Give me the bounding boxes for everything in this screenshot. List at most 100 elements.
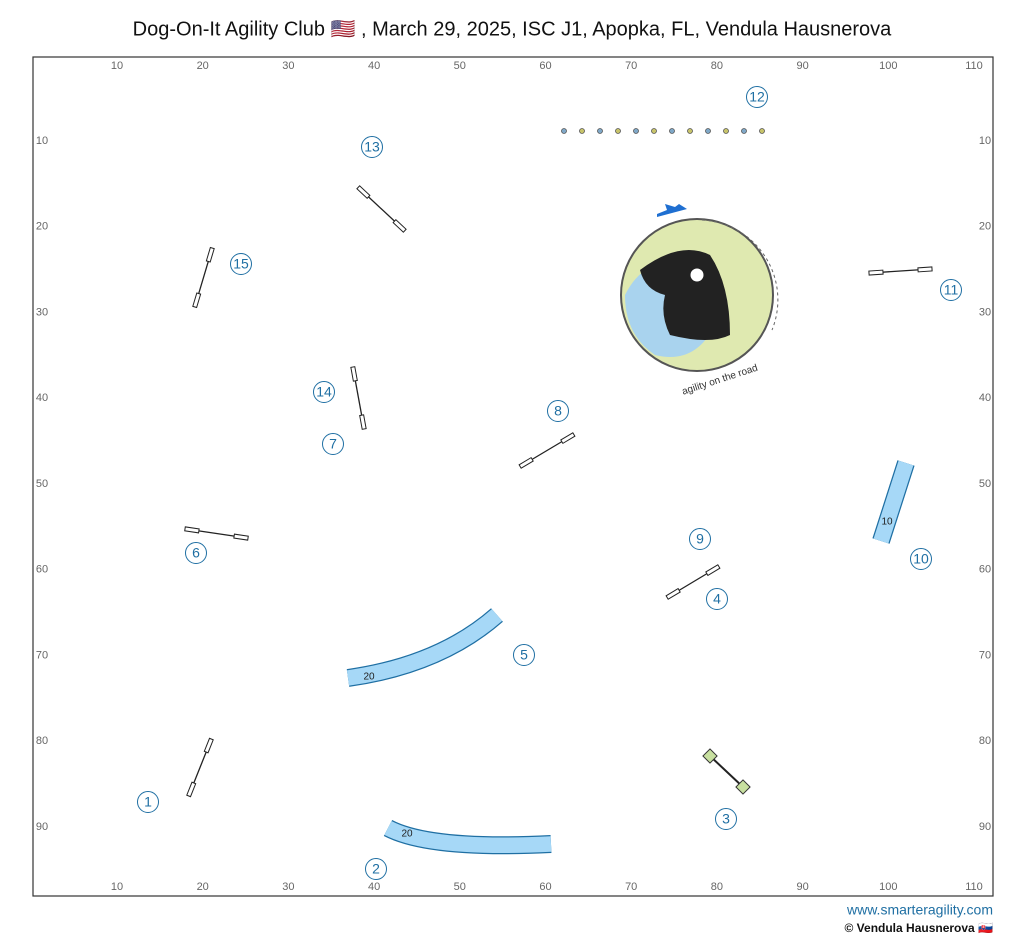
jump-wing bbox=[665, 587, 681, 600]
website: www.smarteragility.com bbox=[846, 902, 993, 918]
jump-wing bbox=[203, 737, 214, 754]
tunnel: 20 bbox=[383, 819, 552, 855]
y-tick-label: 80 bbox=[36, 735, 48, 747]
weave-pole bbox=[615, 128, 621, 134]
number-circle bbox=[185, 542, 207, 564]
y-tick-label: 70 bbox=[36, 649, 48, 661]
weave-pole bbox=[741, 128, 747, 134]
x-tick-label: 60 bbox=[539, 881, 551, 893]
jump bbox=[192, 246, 215, 309]
y-tick-label: 10 bbox=[36, 135, 48, 147]
weave-pole bbox=[579, 128, 585, 134]
y-tick-label: 20 bbox=[979, 221, 991, 233]
x-tick-label: 50 bbox=[454, 881, 466, 893]
obstacle-number: 10 bbox=[913, 551, 929, 567]
obstacle-number: 4 bbox=[713, 591, 721, 607]
y-tick-label: 40 bbox=[979, 392, 991, 404]
jump-wing bbox=[233, 533, 249, 541]
y-tick-label: 10 bbox=[979, 135, 991, 147]
x-tick-label: 40 bbox=[368, 60, 380, 72]
x-tick-label: 70 bbox=[625, 881, 637, 893]
x-tick-label: 20 bbox=[197, 881, 209, 893]
x-tick-label: 20 bbox=[197, 60, 209, 72]
y-tick-label: 60 bbox=[979, 564, 991, 576]
y-tick-label: 90 bbox=[36, 821, 48, 833]
obstacle-number: 2 bbox=[372, 861, 380, 877]
number-circle bbox=[940, 279, 962, 301]
obstacle-number: 12 bbox=[749, 89, 765, 105]
x-tick-label: 30 bbox=[282, 881, 294, 893]
jump bbox=[518, 432, 576, 469]
number-circle bbox=[706, 588, 728, 610]
y-tick-label: 30 bbox=[979, 306, 991, 318]
obstacle-number: 14 bbox=[316, 384, 332, 400]
weave-pole bbox=[597, 128, 603, 134]
number-circle bbox=[230, 253, 252, 275]
weave-pole bbox=[723, 128, 729, 134]
logo: agility on the road bbox=[620, 204, 779, 398]
jump bbox=[184, 526, 249, 541]
x-tick-label: 80 bbox=[711, 60, 723, 72]
x-tick-label: 10 bbox=[111, 881, 123, 893]
jump-wing bbox=[868, 269, 884, 276]
x-tick-label: 80 bbox=[711, 881, 723, 893]
obstacle-number: 3 bbox=[722, 811, 730, 827]
tunnel-body bbox=[346, 609, 503, 686]
y-tick-label: 40 bbox=[36, 392, 48, 404]
obstacle-number: 6 bbox=[192, 545, 200, 561]
obstacle-number: 8 bbox=[554, 403, 562, 419]
y-tick-label: 50 bbox=[36, 478, 48, 490]
tunnel: 20 bbox=[346, 608, 503, 687]
x-tick-label: 50 bbox=[454, 60, 466, 72]
contact-end bbox=[702, 748, 718, 764]
y-tick-label: 90 bbox=[979, 821, 991, 833]
weave-pole bbox=[561, 128, 567, 134]
contact bbox=[709, 755, 744, 788]
obstacle-number: 5 bbox=[520, 647, 528, 663]
tunnel: 10 bbox=[872, 460, 915, 544]
number-circle bbox=[361, 136, 383, 158]
number-circle bbox=[689, 528, 711, 550]
jump-wing bbox=[350, 366, 358, 382]
jump-wing bbox=[186, 781, 197, 798]
y-tick-label: 80 bbox=[979, 735, 991, 747]
jump-wing bbox=[392, 218, 407, 233]
x-tick-label: 60 bbox=[539, 60, 551, 72]
x-tick-label: 100 bbox=[879, 60, 897, 72]
copyright: © Vendula Hausnerova 🇸🇰 bbox=[845, 921, 994, 935]
tunnel-body bbox=[873, 460, 914, 544]
title: Dog-On-It Agility Club 🇺🇸 , March 29, 20… bbox=[133, 18, 893, 40]
jump-wing bbox=[560, 432, 576, 445]
number-circle bbox=[746, 86, 768, 108]
tunnel-body bbox=[384, 821, 552, 854]
y-tick-label: 30 bbox=[36, 306, 48, 318]
contact-end bbox=[735, 779, 751, 795]
weave-pole bbox=[759, 128, 765, 134]
x-tick-label: 110 bbox=[965, 881, 983, 893]
tunnel-label: 20 bbox=[401, 829, 413, 840]
y-tick-label: 70 bbox=[979, 649, 991, 661]
number-circle bbox=[910, 548, 932, 570]
tunnel-label: 10 bbox=[881, 517, 893, 528]
x-tick-label: 90 bbox=[796, 881, 808, 893]
jump-wing bbox=[356, 185, 371, 200]
obstacle-number: 13 bbox=[364, 139, 380, 155]
jump-wing bbox=[917, 266, 933, 273]
number-circle bbox=[322, 433, 344, 455]
x-tick-label: 110 bbox=[965, 60, 983, 72]
jump-wing bbox=[192, 292, 202, 309]
jump bbox=[350, 366, 367, 430]
x-tick-label: 90 bbox=[796, 60, 808, 72]
y-tick-label: 60 bbox=[36, 564, 48, 576]
jump bbox=[186, 737, 214, 798]
jump-wing bbox=[518, 456, 534, 469]
number-circle bbox=[137, 791, 159, 813]
field bbox=[32, 56, 994, 897]
x-tick-label: 40 bbox=[368, 881, 380, 893]
jump bbox=[356, 185, 407, 233]
weave-pole bbox=[687, 128, 693, 134]
x-tick-label: 100 bbox=[879, 881, 897, 893]
y-tick-label: 20 bbox=[36, 221, 48, 233]
obstacle-number: 1 bbox=[144, 794, 152, 810]
jump bbox=[665, 564, 721, 600]
